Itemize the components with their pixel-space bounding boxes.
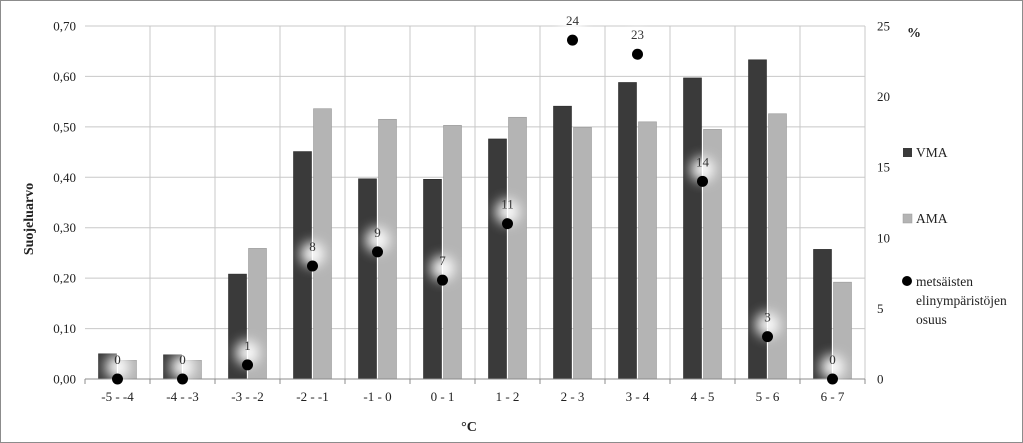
- y-tick-label: 0,30: [53, 220, 76, 235]
- share-points: 0 0 1 8 9 7 11 24 23 14 3 0: [105, 13, 845, 385]
- legend-swatch-vma: [903, 148, 912, 157]
- share-point-label: 14: [696, 154, 710, 169]
- y2-tick-label: 20: [877, 89, 890, 104]
- x-tick-label: 5 - 6: [756, 389, 780, 404]
- share-point: [177, 373, 188, 385]
- share-point: [112, 373, 123, 385]
- y-tick-label: 0,50: [53, 119, 76, 134]
- share-point: [437, 274, 448, 286]
- y2-tick-label: 15: [877, 160, 890, 175]
- share-point-label: 3: [764, 310, 771, 325]
- legend-label-share-line2: elinympäristöjen: [916, 293, 1007, 308]
- share-point-label: 7: [439, 253, 446, 268]
- share-point-halo: [690, 157, 715, 182]
- share-point: [502, 218, 513, 230]
- share-point-halo: [495, 199, 520, 224]
- legend-label-share-line1: metsäisten: [916, 274, 973, 289]
- share-point-label: 24: [566, 13, 580, 28]
- bars: [98, 59, 852, 380]
- x-tick-label: 6 - 7: [821, 389, 845, 404]
- x-tick-label: 2 - 3: [561, 389, 585, 404]
- y2-tick-label: 5: [877, 301, 884, 316]
- share-point-halo: [235, 340, 260, 365]
- axes: 0,000,100,200,300,400,500,600,7005101520…: [53, 19, 890, 405]
- y2-tick-label: 25: [877, 19, 890, 34]
- share-point-halo: [300, 242, 325, 267]
- bar-vma: [618, 82, 637, 380]
- share-point-halo: [755, 312, 780, 337]
- x-axis-title: °C: [461, 420, 477, 435]
- share-point-halo: [560, 16, 585, 41]
- x-tick-label: -4 - -3: [166, 389, 199, 404]
- y-tick-label: 0,00: [53, 372, 76, 387]
- bar-vma: [488, 138, 507, 380]
- share-point: [762, 331, 773, 343]
- share-point-label: 8: [309, 239, 316, 254]
- share-point: [567, 34, 578, 46]
- y-tick-label: 0,70: [53, 19, 76, 34]
- bar-vma: [358, 178, 377, 380]
- bar-ama: [508, 116, 527, 380]
- share-point: [827, 373, 838, 385]
- bar-vma: [553, 105, 572, 380]
- x-tick-label: -5 - -4: [101, 389, 134, 404]
- x-tick-label: 4 - 5: [691, 389, 715, 404]
- share-point-label: 0: [114, 352, 121, 367]
- x-tick-label: -2 - -1: [296, 389, 329, 404]
- share-point: [307, 260, 318, 272]
- y-tick-label: 0,60: [53, 69, 76, 84]
- bar-vma: [683, 77, 702, 380]
- share-point-label: 0: [829, 352, 836, 367]
- share-point-label: 9: [374, 225, 381, 240]
- x-tick-label: -3 - -2: [231, 389, 264, 404]
- share-point: [372, 246, 383, 258]
- share-point: [697, 175, 708, 187]
- share-point: [632, 48, 643, 60]
- legend-swatch-ama: [902, 213, 913, 224]
- share-point-label: 0: [179, 352, 186, 367]
- legend-label-ama: AMA: [916, 211, 948, 226]
- y-tick-label: 0,40: [53, 170, 76, 185]
- legend-label-vma: VMA: [916, 145, 948, 160]
- legend: VMA AMA metsäisten elinympäristöjen osuu…: [902, 145, 1007, 327]
- legend-label-share-line3: osuus: [916, 312, 947, 327]
- share-point-label: 11: [501, 197, 514, 212]
- share-point-label: 23: [631, 27, 644, 42]
- x-tick-label: -1 - 0: [363, 389, 391, 404]
- share-point-halo: [430, 256, 455, 281]
- x-tick-label: 3 - 4: [626, 389, 650, 404]
- y2-axis-title: %: [907, 26, 921, 41]
- share-point-halo: [625, 30, 650, 55]
- y2-tick-label: 10: [877, 230, 890, 245]
- grid: [85, 25, 866, 379]
- y-tick-label: 0,10: [53, 321, 76, 336]
- share-point-halo: [365, 227, 390, 252]
- y-tick-label: 0,20: [53, 271, 76, 286]
- x-tick-label: 1 - 2: [496, 389, 520, 404]
- share-point: [242, 359, 253, 371]
- bar-ama: [638, 121, 657, 380]
- legend-marker-share: [902, 276, 912, 286]
- share-point-halo: [170, 355, 195, 379]
- bar-ama: [573, 127, 592, 380]
- share-point-halo: [820, 355, 845, 379]
- share-point-halo: [105, 355, 130, 379]
- y2-tick-label: 0: [877, 372, 884, 387]
- share-point-label: 1: [244, 338, 251, 353]
- bar-ama: [443, 125, 462, 380]
- x-tick-label: 0 - 1: [431, 389, 455, 404]
- y-axis-title: Suojeluarvo: [22, 183, 37, 255]
